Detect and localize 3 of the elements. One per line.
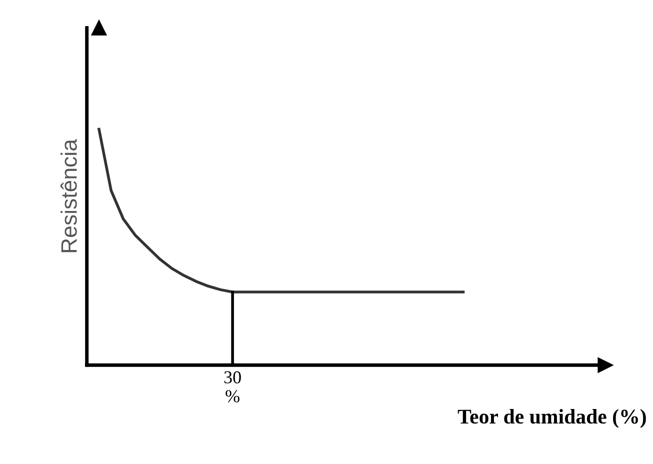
text: 30 % — [224, 371, 241, 402]
x-axis-title: Teor de umidade (%) — [458, 409, 646, 428]
y-axis-title: Resistência — [60, 139, 77, 252]
